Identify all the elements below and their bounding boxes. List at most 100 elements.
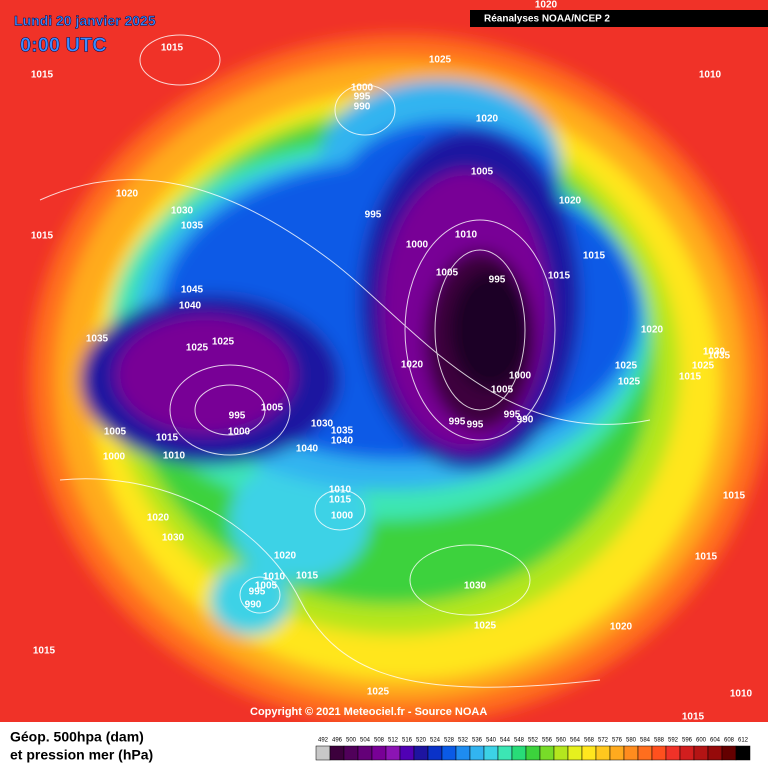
pressure-label: 1010 <box>263 572 286 583</box>
pressure-label: 995 <box>249 587 266 598</box>
scale-swatch <box>637 745 653 761</box>
scale-swatch <box>679 745 695 761</box>
scale-swatch <box>315 745 331 761</box>
scale-label: 504 <box>360 738 371 744</box>
pressure-label: 1000 <box>228 427 251 438</box>
pressure-label: 1000 <box>406 240 429 251</box>
pressure-label: 990 <box>517 415 534 426</box>
pressure-label: 1025 <box>367 687 390 698</box>
scale-label: 548 <box>514 738 525 744</box>
field-blobs <box>30 35 768 725</box>
scale-swatch <box>399 745 415 761</box>
scale-swatch <box>511 745 527 761</box>
scale-swatch <box>357 745 373 761</box>
pressure-label: 1010 <box>163 451 186 462</box>
scale-label: 588 <box>654 738 665 744</box>
pressure-label: 990 <box>245 600 262 611</box>
pressure-label: 1030 <box>464 581 487 592</box>
pressure-label: 1030 <box>171 206 194 217</box>
pressure-label: 1005 <box>261 403 284 414</box>
scale-swatch <box>595 745 611 761</box>
scale-label: 572 <box>598 738 609 744</box>
scale-swatch <box>539 745 555 761</box>
scale-swatch <box>441 745 457 761</box>
scale-swatch <box>651 745 667 761</box>
pressure-label: 1035 <box>86 334 109 345</box>
legend-subtitle: et pression mer (hPa) <box>10 747 153 763</box>
scale-label: 544 <box>500 738 511 744</box>
color-scale: 492 496 500 504 508 512 516 520 524 528 532 536 540 5… <box>315 738 751 761</box>
scale-swatch <box>483 745 499 761</box>
scale-swatch <box>693 745 709 761</box>
scale-swatch <box>371 745 387 761</box>
scale-swatch <box>385 745 401 761</box>
scale-label: 492 <box>318 738 329 744</box>
scale-swatch <box>329 745 345 761</box>
pressure-label: 995 <box>489 275 506 286</box>
pressure-label: 995 <box>365 210 382 221</box>
pressure-label: 1020 <box>476 114 499 125</box>
pressure-label: 1010 <box>455 230 478 241</box>
legend-title: Géop. 500hpa (dam) <box>10 729 144 745</box>
pressure-label: 1015 <box>679 372 702 383</box>
pressure-label: 1015 <box>548 271 571 282</box>
pressure-label: 1005 <box>471 167 494 178</box>
source-bar <box>470 10 768 27</box>
scale-swatch <box>343 745 359 761</box>
time-title: 0:00 UTC <box>20 34 107 56</box>
scale-label: 568 <box>584 738 595 744</box>
scale-label: 516 <box>402 738 413 744</box>
pressure-label: 995 <box>354 92 371 103</box>
pressure-label: 1020 <box>401 360 424 371</box>
pressure-label: 1010 <box>730 689 753 700</box>
pressure-label: 995 <box>449 417 466 428</box>
scale-label: 592 <box>668 738 679 744</box>
pressure-label: 1005 <box>436 268 459 279</box>
pressure-label: 1020 <box>559 196 582 207</box>
scale-label: 584 <box>640 738 651 744</box>
pressure-label: 1010 <box>699 70 722 81</box>
scale-swatch <box>413 745 429 761</box>
scale-swatch <box>427 745 443 761</box>
pressure-label: 1000 <box>103 452 126 463</box>
pressure-label: 1015 <box>583 251 606 262</box>
scale-label: 508 <box>374 738 385 744</box>
pressure-label: 1005 <box>255 581 278 592</box>
pressure-label: 1000 <box>351 83 374 94</box>
pressure-label: 1025 <box>615 361 638 372</box>
pressure-label: 1035 <box>331 426 354 437</box>
pressure-label: 1020 <box>274 551 297 562</box>
pressure-label: 1015 <box>33 646 56 657</box>
pressure-label: 995 <box>504 410 521 421</box>
pressure-label: 1030 <box>311 419 334 430</box>
pressure-label: 1020 <box>147 513 170 524</box>
scale-swatch <box>623 745 639 761</box>
date-title: Lundi 20 janvier 2025 <box>14 13 156 29</box>
pressure-label: 1005 <box>104 427 127 438</box>
pressure-label: 1015 <box>723 491 746 502</box>
scale-label: 560 <box>556 738 567 744</box>
scale-swatch <box>735 745 751 761</box>
pressure-label: 1000 <box>331 511 354 522</box>
scale-label: 520 <box>416 738 427 744</box>
scale-label: 500 <box>346 738 357 744</box>
pressure-label: 1025 <box>429 55 452 66</box>
pressure-label: 1015 <box>695 552 718 563</box>
scale-swatch <box>553 745 569 761</box>
scale-swatch <box>455 745 471 761</box>
scale-swatch <box>469 745 485 761</box>
pressure-label: 1025 <box>186 343 209 354</box>
scale-label: 532 <box>458 738 469 744</box>
scale-swatch <box>665 745 681 761</box>
scale-label: 540 <box>486 738 497 744</box>
source: Réanalyses NOAA/NCEP 2 <box>484 14 610 25</box>
scale-label: 536 <box>472 738 483 744</box>
pressure-label: 1015 <box>329 495 352 506</box>
pressure-label: 1025 <box>618 377 641 388</box>
scale-label: 580 <box>626 738 637 744</box>
scale-label: 612 <box>738 738 749 744</box>
scale-swatch <box>609 745 625 761</box>
pressure-label: 1015 <box>161 43 184 54</box>
pressure-label: 1010 <box>329 485 352 496</box>
